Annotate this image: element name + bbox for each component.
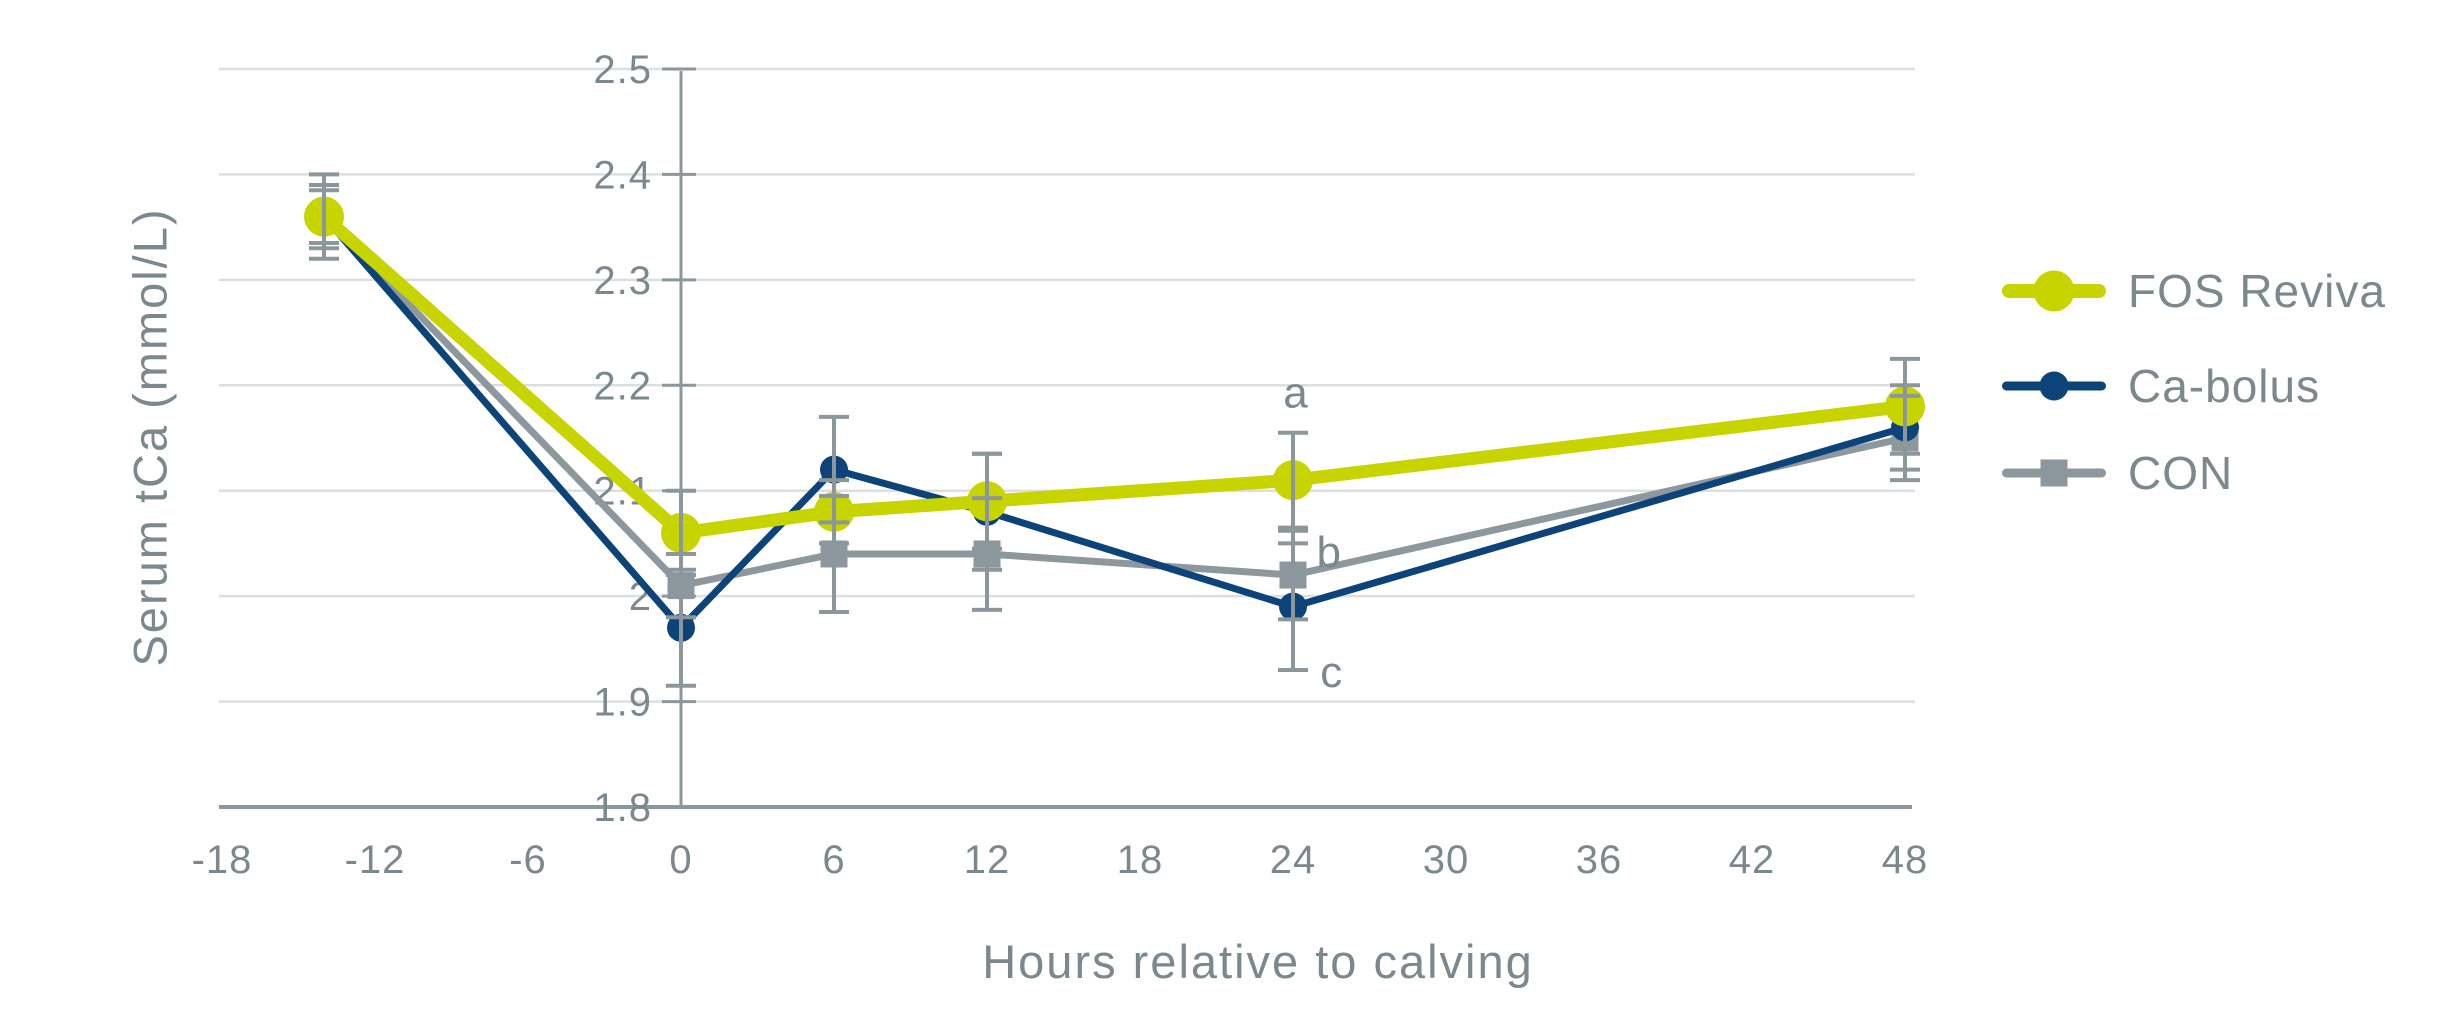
x-tick-label: 30 [1423,838,1470,882]
x-tick-label: -12 [345,838,406,882]
y-tick-label: 1.9 [593,681,652,725]
y-tick-label: 1.8 [593,786,652,830]
legend-label-ca-bolus: Ca-bolus [2128,360,2321,412]
legend-label-fos-reviva: FOS Reviva [2128,265,2386,317]
y-tick-label: 2.2 [593,364,652,408]
x-tick-label: -18 [192,838,253,882]
x-tick-label: 36 [1576,838,1623,882]
x-tick-label: 6 [822,838,845,882]
y-axis-title: Serum tCa (mmol/L) [123,207,177,667]
legend-item-ca-bolus: Ca-bolus [2002,359,2386,413]
legend-item-con: CON [2002,446,2386,500]
x-tick-label: 24 [1270,838,1317,882]
x-tick-label: -6 [509,838,547,882]
legend-item-fos-reviva: FOS Reviva [2002,264,2386,318]
y-tick-label: 2.3 [593,259,652,303]
significance-letter-b: b [1316,528,1340,577]
x-axis-title: Hours relative to calving [982,935,1534,988]
x-tick-label: 12 [964,838,1011,882]
series-line-CON [320,213,1909,590]
series-line-FOS Reviva [317,210,1912,540]
con-marker-icon [2002,446,2106,500]
significance-letter-c: c [1320,648,1342,697]
x-tick-label: 48 [1882,838,1929,882]
y-tick-label: 2.5 [593,48,652,92]
y-tick-label: 2.4 [593,153,652,197]
legend: FOS Reviva Ca-bolus CON [2002,264,2386,500]
legend-label-con: CON [2128,447,2234,499]
x-tick-label: 42 [1729,838,1776,882]
series-line-Ca-bolus [320,213,1909,632]
x-tick-label: 0 [669,838,692,882]
fos-reviva-marker-icon [2002,264,2106,318]
x-tick-label: 18 [1117,838,1164,882]
ca-bolus-marker-icon [2002,359,2106,413]
significance-letter-a: a [1283,369,1308,418]
